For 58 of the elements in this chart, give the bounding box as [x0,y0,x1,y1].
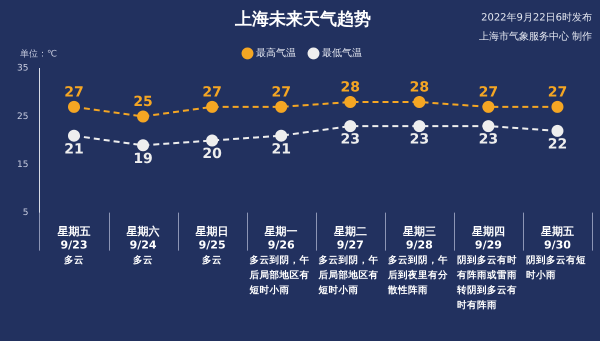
point [344,120,356,132]
x-tick-label: 星期六 9/24 [126,225,160,252]
data-label: 21 [64,141,84,158]
data-label: 25 [133,94,153,110]
data-label: 27 [64,84,84,100]
point [413,96,426,108]
point [206,100,218,113]
x-tick-label: 星期三 9/28 [402,225,436,252]
x-tick-label: 星期一 9/26 [264,225,298,252]
text: 多云到阴，午后到夜里有分散性阵雨 [386,254,449,296]
text: 阴到多云有短时小雨 [526,254,586,281]
data-label: 23 [340,132,360,148]
y-tick-label: 15 [17,160,28,170]
point [68,100,80,113]
point [344,96,356,108]
data-label: 21 [271,141,291,158]
x-tick-label: 星期五 9/23 [56,225,90,252]
x-tick-label: 星期日 9/25 [194,225,229,252]
data-label: 28 [410,80,430,96]
text: 多云到阴，午后局部地区有短时小雨 [318,254,379,296]
data-label: 27 [548,84,568,100]
data-label: 22 [548,136,568,153]
data-label: 27 [271,84,291,100]
point [68,130,80,142]
legend-label: 最低气温 [322,46,362,59]
data-label: 23 [410,132,430,148]
y-tick-label: 25 [17,112,28,122]
data-label: 20 [202,146,222,162]
point [206,134,218,146]
point [482,120,494,132]
legend-label: 最高气温 [256,46,296,59]
point [137,110,150,122]
point [275,130,288,142]
point [482,100,494,113]
point [551,124,564,137]
chart-title: 上海未来天气趋势 [234,10,371,30]
data-label: 23 [478,132,498,148]
text: 多云 [202,254,222,266]
point [137,139,150,152]
text: 阴到多云有时有阵雨或雷雨转阴到多云有时有阵雨 [456,254,517,311]
point [413,120,426,132]
data-label: 19 [133,150,153,167]
text: 多云到阴，午后局部地区有短时小雨 [248,254,310,296]
y-axis-title: 单位：℃ [20,48,58,60]
x-tick-label: 星期二 9/27 [332,225,367,252]
y-tick-label: 35 [17,64,28,74]
text: 上海市气象服务中心 制作 [478,30,592,43]
point [551,100,564,113]
point [275,100,288,113]
x-tick-label: 星期五 9/30 [540,225,574,252]
text: 多云 [133,254,154,266]
y-tick-label: 5 [22,208,28,218]
data-label: 27 [478,84,498,100]
data-label: 27 [202,84,222,100]
text: 2022年9月22日6时发布 [481,12,592,24]
text: 多云 [64,254,84,266]
x-tick-label: 星期四 9/29 [470,225,505,252]
data-label: 28 [340,80,360,96]
